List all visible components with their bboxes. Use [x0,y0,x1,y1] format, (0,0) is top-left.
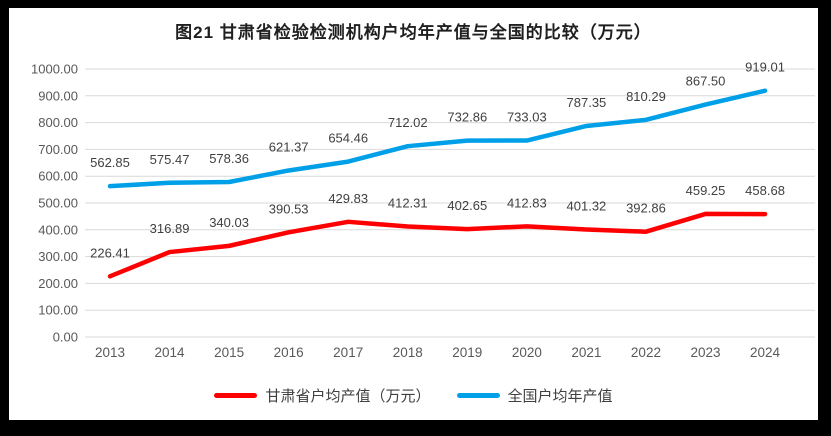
y-axis-tick-label: 500.00 [38,196,78,211]
gansu-series-label: 甘肃省户均产值（万元） [265,388,431,405]
data-label: 390.53 [269,201,309,216]
y-axis-tick-label: 1000.00 [31,62,78,77]
data-label: 402.65 [447,198,487,213]
x-axis-tick-label: 2019 [452,345,482,360]
x-axis-tick-label: 2018 [393,345,423,360]
data-label: 392.86 [626,201,666,216]
data-label: 578.36 [209,151,249,166]
series-line-1 [107,88,768,189]
y-axis-tick-label: 300.00 [38,249,78,264]
x-axis-tick-label: 2021 [571,345,601,360]
y-axis-tick-label: 0.00 [53,330,78,345]
data-label: 412.83 [507,195,547,210]
chart-canvas: 图21 甘肃省检验检测机构户均年产值与全国的比较（万元） 0.00 100.00 2… [9,8,818,420]
data-label: 712.02 [388,115,428,130]
x-axis-tick-label: 2016 [274,345,304,360]
y-axis-tick-label: 400.00 [38,222,78,237]
y-axis-tick-label: 100.00 [38,303,78,318]
data-label: 226.41 [90,245,130,260]
data-label: 810.29 [626,89,666,104]
data-label: 787.35 [567,95,607,110]
y-axis-tick-label: 200.00 [38,276,78,291]
data-label: 458.68 [745,183,785,198]
national-series-swatch [456,393,500,398]
y-axis-tick-label: 800.00 [38,115,78,130]
x-axis-tick-label: 2023 [690,345,720,360]
data-label: 562.85 [90,155,130,170]
x-axis-tick-label: 2022 [631,345,661,360]
x-axis-tick-label: 2017 [333,345,363,360]
data-label: 575.47 [150,152,190,167]
y-axis-tick-label: 700.00 [38,142,78,157]
gansu-series-swatch [214,393,258,398]
x-axis-tick-label: 2015 [214,345,244,360]
chart-legend: 甘肃省户均产值（万元） 全国户均年产值 [9,385,818,406]
data-label: 654.46 [328,131,368,146]
x-axis-tick-label: 2014 [155,345,186,360]
legend-item-gansu: 甘肃省户均产值（万元） [214,385,431,406]
data-label: 733.03 [507,110,547,125]
data-label: 340.03 [209,215,249,230]
national-series-label: 全国户均年产值 [507,388,613,405]
legend-item-national: 全国户均年产值 [456,385,613,406]
series-line-0 [107,211,768,279]
data-label: 429.83 [328,191,368,206]
chart-title: 图21 甘肃省检验检测机构户均年产值与全国的比较（万元） [175,23,652,42]
data-label: 732.86 [447,110,487,125]
data-label: 316.89 [150,221,190,236]
data-label: 401.32 [567,198,607,213]
data-label: 867.50 [686,74,726,89]
x-axis-tick-label: 2020 [512,345,542,360]
data-label: 459.25 [686,183,726,198]
data-label: 919.01 [745,60,785,75]
y-axis-tick-label: 600.00 [38,169,78,184]
data-label: 412.31 [388,196,428,211]
chart-plot-area: 0.00 100.00 200.00 300.00 400.00 500.00 600.00… [31,60,815,360]
x-axis-tick-label: 2024 [750,345,781,360]
y-axis-tick-label: 900.00 [38,88,78,103]
data-label: 621.37 [269,139,309,154]
x-axis-tick-label: 2013 [95,345,125,360]
